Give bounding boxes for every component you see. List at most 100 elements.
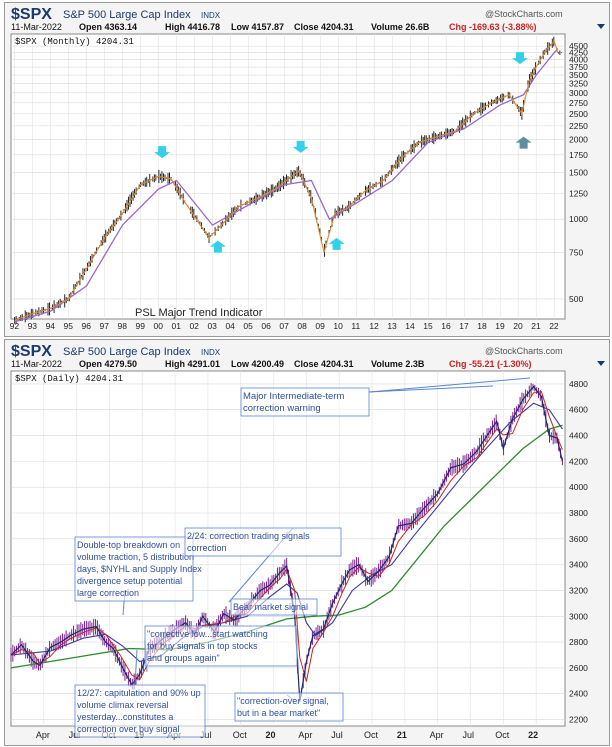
- chart1-y-tick-label: 1750: [569, 150, 588, 160]
- annotation-text-line: Bear market signal: [233, 602, 308, 612]
- chart1-y-tick-label: 2000: [569, 134, 588, 144]
- chart1-x-tick-label: 05: [243, 321, 253, 331]
- chart1-y-tick-label: 3500: [569, 70, 588, 80]
- chart1-x-tick-label: 03: [207, 321, 217, 331]
- chart2-x-tick-label: Apr: [298, 730, 312, 740]
- chart2-x-tick-label: Apr: [36, 730, 50, 740]
- chart1-x-tick-label: 10: [333, 321, 343, 331]
- chart1-x-tick-label: 18: [477, 321, 487, 331]
- chart1-x-tick-label: 92: [10, 321, 20, 331]
- annotation-box: [144, 625, 298, 667]
- chart2-date: 11-Mar-2022: [11, 359, 62, 369]
- down-arrow-icon: [292, 140, 309, 153]
- chart2-symbol: $SPX: [11, 343, 52, 360]
- annotation-text-line: volume traction, 5 distribution: [77, 552, 194, 562]
- chart1-x-tick-label: 98: [118, 321, 128, 331]
- annotation-text-line: correction warning: [243, 403, 321, 414]
- annotation-text-line: Major Intermediate-term: [243, 391, 344, 402]
- annotation-text-line: but in a bear market": [237, 708, 320, 718]
- annotation-text-line: correction over buy signal: [77, 724, 180, 734]
- chart1-x-tick-label: 00: [153, 321, 163, 331]
- chart1-y-tick-label: 750: [569, 247, 583, 257]
- chart1-x-tick-label: 07: [279, 321, 289, 331]
- chart2-y-tick-label: 4000: [569, 482, 588, 492]
- chart1-y-tick-label: 4250: [569, 48, 588, 58]
- chart2-y-tick-label: 3600: [569, 534, 588, 544]
- annotation-text-line: 2/24: correction trading signals: [187, 531, 310, 541]
- daily-chart-svg: $SPX S&P 500 Large Cap Index INDX @Stock…: [10, 343, 605, 740]
- chart1-x-tick-label: 02: [189, 321, 199, 331]
- chart1-x-tick-label: 09: [315, 321, 325, 331]
- chart2-index-name: S&P 500 Large Cap Index: [63, 346, 191, 358]
- chart1-x-tick-label: 94: [46, 321, 56, 331]
- chart2-y-tick-label: 2200: [569, 715, 588, 725]
- chart2-x-tick-label: Apr: [430, 730, 444, 740]
- annotation-text-line: Double-top breakdown on: [77, 540, 180, 550]
- chart2-close: Close 4204.31: [294, 359, 354, 369]
- chart2-y-tick-label: 4400: [569, 431, 588, 441]
- chart1-x-tick-label: 17: [459, 321, 469, 331]
- annotation-text-line: volume climax reversal: [77, 700, 169, 710]
- monthly-chart-svg: $SPX S&P 500 Large Cap Index INDX @Stock…: [10, 6, 605, 331]
- down-arrow-icon: [512, 52, 529, 65]
- chart1-x-tick-label: 96: [82, 321, 92, 331]
- chart1-high: High 4416.78: [165, 22, 220, 32]
- annotation-text-line: for buy signals in top stocks: [147, 641, 258, 651]
- annotation-text-line: and groups again": [147, 653, 220, 663]
- chart1-y-tick-label: 500: [569, 294, 583, 304]
- monthly-chart-panel: $SPX S&P 500 Large Cap Index INDX @Stock…: [4, 2, 610, 337]
- chart1-x-tick-label: 08: [297, 321, 307, 331]
- chart1-x-tick-label: 20: [513, 321, 523, 331]
- chart1-x-tick-label: 15: [423, 321, 433, 331]
- chart1-x-tick-label: 14: [405, 321, 415, 331]
- annotation-leader-line: [134, 649, 138, 686]
- annotation-box: [230, 598, 318, 616]
- chart1-open: Open 4363.14: [79, 22, 137, 32]
- chart1-x-tick-label: 06: [261, 321, 271, 331]
- chart2-x-tick-label: 20: [266, 730, 276, 740]
- chart1-gridlines: [11, 34, 565, 319]
- chart2-volume: Volume 2.3B: [371, 359, 425, 369]
- chart1-y-tick-label: 2250: [569, 121, 588, 131]
- chart2-exchange: INDX: [201, 348, 221, 357]
- chart1-x-tick-label: 22: [549, 321, 559, 331]
- chart2-y-tick-label: 4600: [569, 405, 588, 415]
- annotation-text-line: divergence setup potential: [77, 576, 182, 586]
- chart1-x-tick-label: 13: [387, 321, 397, 331]
- annotation-text-line: 12/27: capitulation and 90% up: [77, 688, 201, 698]
- chart2-y-tick-label: 3000: [569, 611, 588, 621]
- chart1-x-tick-label: 21: [531, 321, 541, 331]
- chart2-open: Open 4279.50: [79, 359, 137, 369]
- chart1-y-tick-label: 2500: [569, 109, 588, 119]
- annotation-leader-line: [368, 377, 531, 393]
- chart1-index-name: S&P 500 Large Cap Index: [63, 9, 191, 21]
- annotation-text-line: correction: [187, 543, 227, 553]
- annotation-text-line: days, $NYHL and Supply Index: [77, 564, 202, 574]
- chart2-y-tick-label: 4200: [569, 456, 588, 466]
- chart1-symbol: $SPX: [11, 6, 52, 23]
- chart1-low: Low 4157.87: [231, 22, 284, 32]
- up-arrow-icon: [515, 136, 532, 149]
- chart1-x-tick-label: 16: [441, 321, 451, 331]
- chart2-y-tick-label: 2600: [569, 663, 588, 673]
- chart1-y-tick-label: 3750: [569, 62, 588, 72]
- chart1-volume: Volume 26.6B: [371, 22, 430, 32]
- chart2-x-tick-label: Oct: [495, 730, 510, 740]
- chart1-x-tick-label: 11: [351, 321, 360, 331]
- chart2-x-tick-label: Oct: [364, 730, 379, 740]
- chart1-watermark: @StockCharts.com: [485, 9, 563, 19]
- chart1-x-axis: 92 93 94 95 96 97 98 99 00 01 02 03 04 05 06 07 08 09 10 11…: [10, 321, 559, 331]
- chart2-y-tick-label: 3200: [569, 585, 588, 595]
- chart1-x-tick-label: 12: [369, 321, 379, 331]
- chart2-x-tick-label: 21: [397, 730, 407, 740]
- chart2-x-tick-label: Jul: [200, 730, 212, 740]
- chart2-low: Low 4200.49: [231, 359, 284, 369]
- chart1-series: [14, 36, 562, 324]
- chart1-date: 11-Mar-2022: [11, 22, 62, 32]
- chart2-ma-200-line: [10, 424, 563, 669]
- chart1-y-tick-label: 1000: [569, 214, 588, 224]
- chart2-x-tick-label: 22: [528, 730, 538, 740]
- chart2-y-tick-label: 2800: [569, 637, 588, 647]
